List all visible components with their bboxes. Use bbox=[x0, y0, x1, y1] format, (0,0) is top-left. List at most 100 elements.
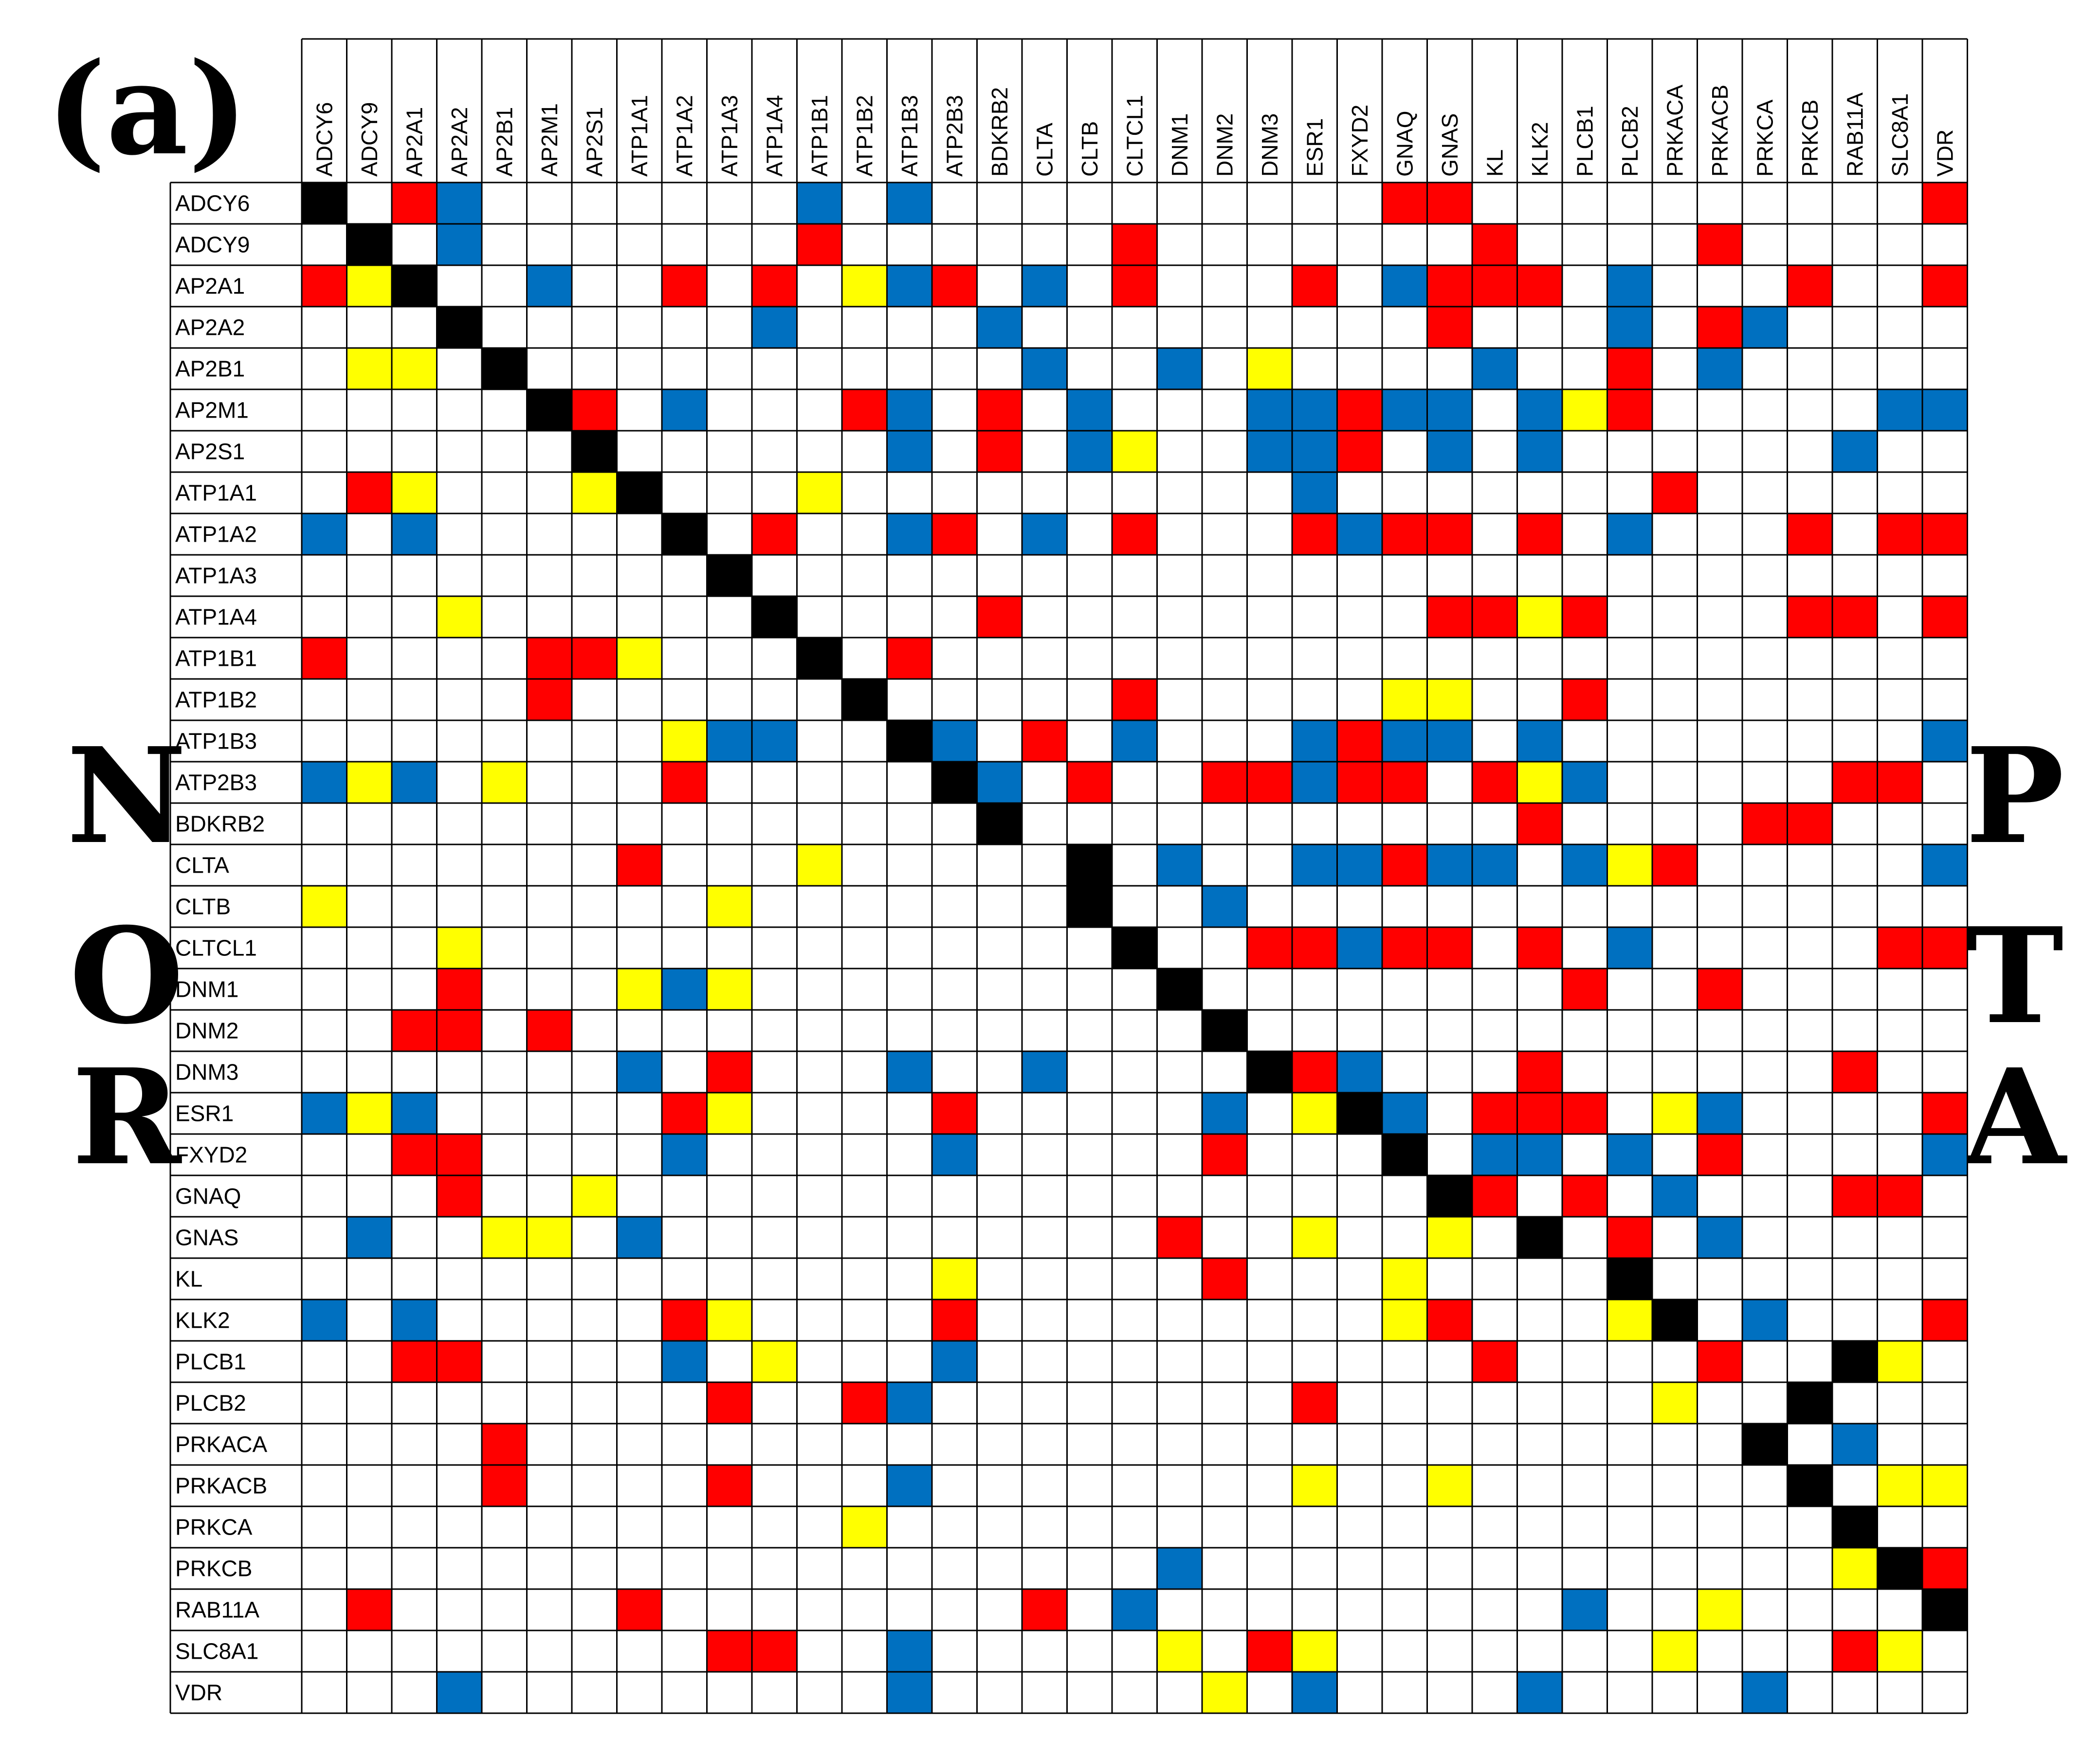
cell-CLTB-GNAS bbox=[1427, 886, 1472, 927]
cell-ADCY9-ADCY9 bbox=[347, 224, 392, 265]
cell-ATP2B3-GNAQ bbox=[1382, 762, 1427, 803]
row-label-ATP1B2: ATP1B2 bbox=[175, 687, 257, 713]
cell-PRKCB-PRKACB bbox=[1697, 1548, 1742, 1589]
cell-ATP1B1-ATP2B3 bbox=[932, 638, 977, 679]
cell-AP2B1-FXYD2 bbox=[1337, 348, 1382, 389]
cell-CLTB-DNM2 bbox=[1202, 886, 1247, 927]
cell-ATP1B1-DNM2 bbox=[1202, 638, 1247, 679]
cell-VDR-CLTA bbox=[1022, 1672, 1067, 1713]
cell-FXYD2-ADCY6 bbox=[302, 1134, 347, 1175]
cell-ATP1B3-ATP1B3 bbox=[887, 720, 932, 762]
cell-DNM3-ATP1A4 bbox=[752, 1051, 797, 1093]
cell-ATP1A3-ATP1A2 bbox=[662, 555, 707, 596]
cell-GNAQ-CLTA bbox=[1022, 1175, 1067, 1217]
cell-DNM1-PLCB2 bbox=[1607, 969, 1652, 1010]
cell-ESR1-ATP1B1 bbox=[797, 1093, 842, 1134]
cell-ADCY9-ATP1B2 bbox=[842, 224, 887, 265]
cell-GNAQ-DNM1 bbox=[1157, 1175, 1202, 1217]
cell-GNAS-BDKRB2 bbox=[977, 1217, 1022, 1258]
cell-PRKCB-GNAS bbox=[1427, 1548, 1472, 1589]
cell-PRKACB-PRKCA bbox=[1742, 1465, 1788, 1506]
col-label-AP2A2: AP2A2 bbox=[447, 107, 472, 177]
cell-PLCB1-PRKCB bbox=[1787, 1341, 1832, 1382]
cell-AP2A1-BDKRB2 bbox=[977, 265, 1022, 307]
cell-ADCY6-PRKCA bbox=[1742, 183, 1788, 224]
cell-PRKACA-ADCY9 bbox=[347, 1424, 392, 1465]
cell-ATP1B2-ATP1B2 bbox=[842, 679, 887, 720]
cell-VDR-RAB11A bbox=[1832, 1672, 1878, 1713]
cell-ATP1A4-ATP1A1 bbox=[617, 596, 662, 638]
cell-BDKRB2-ADCY6 bbox=[302, 803, 347, 844]
cell-AP2B1-CLTB bbox=[1067, 348, 1112, 389]
cell-PRKACA-PLCB2 bbox=[1607, 1424, 1652, 1465]
cell-ATP1A4-KLK2 bbox=[1517, 596, 1562, 638]
cell-KL-DNM1 bbox=[1157, 1258, 1202, 1300]
row-label-BDKRB2: BDKRB2 bbox=[175, 811, 265, 837]
cell-CLTA-GNAQ bbox=[1382, 844, 1427, 886]
cell-ATP1A3-ATP2B3 bbox=[932, 555, 977, 596]
cell-ATP1A3-ATP1B3 bbox=[887, 555, 932, 596]
cell-KLK2-PLCB2 bbox=[1607, 1300, 1652, 1341]
cell-ATP1B3-RAB11A bbox=[1832, 720, 1878, 762]
cell-GNAS-ATP1A4 bbox=[752, 1217, 797, 1258]
cell-AP2S1-RAB11A bbox=[1832, 431, 1878, 472]
cell-PRKACB-FXYD2 bbox=[1337, 1465, 1382, 1506]
cell-PRKCB-PRKACA bbox=[1652, 1548, 1698, 1589]
cell-GNAQ-PRKCB bbox=[1787, 1175, 1832, 1217]
cell-ATP2B3-ATP1B1 bbox=[797, 762, 842, 803]
col-label-AP2A1: AP2A1 bbox=[402, 107, 427, 177]
cell-DNM2-ADCY6 bbox=[302, 1010, 347, 1051]
cell-SLC8A1-DNM3 bbox=[1247, 1630, 1292, 1672]
cell-ATP1A4-FXYD2 bbox=[1337, 596, 1382, 638]
cell-CLTCL1-ATP1B2 bbox=[842, 927, 887, 969]
cell-DNM2-ESR1 bbox=[1292, 1010, 1337, 1051]
cell-ESR1-ADCY6 bbox=[302, 1093, 347, 1134]
cell-PLCB1-ATP1B2 bbox=[842, 1341, 887, 1382]
cell-PRKACB-ATP1B3 bbox=[887, 1465, 932, 1506]
cell-ADCY6-PLCB2 bbox=[1607, 183, 1652, 224]
cell-BDKRB2-AP2M1 bbox=[527, 803, 572, 844]
cell-ATP2B3-CLTB bbox=[1067, 762, 1112, 803]
cell-AP2A1-AP2M1 bbox=[527, 265, 572, 307]
cell-SLC8A1-PRKACB bbox=[1697, 1630, 1742, 1672]
cell-AP2M1-AP2S1 bbox=[572, 389, 617, 431]
cell-CLTB-AP2A2 bbox=[437, 886, 482, 927]
cell-CLTCL1-PLCB1 bbox=[1562, 927, 1607, 969]
cell-BDKRB2-AP2A1 bbox=[392, 803, 437, 844]
cell-BDKRB2-CLTCL1 bbox=[1112, 803, 1157, 844]
cell-ADCY9-DNM1 bbox=[1157, 224, 1202, 265]
cell-PRKACB-KLK2 bbox=[1517, 1465, 1562, 1506]
cell-ATP2B3-AP2A1 bbox=[392, 762, 437, 803]
cell-ATP1B3-PRKACA bbox=[1652, 720, 1698, 762]
cell-CLTB-RAB11A bbox=[1832, 886, 1878, 927]
cell-ATP1A1-AP2A2 bbox=[437, 472, 482, 513]
cell-KL-GNAS bbox=[1427, 1258, 1472, 1300]
col-label-PRKACA: PRKACA bbox=[1662, 85, 1687, 177]
cell-ADCY6-AP2S1 bbox=[572, 183, 617, 224]
cell-ATP1A2-KLK2 bbox=[1517, 513, 1562, 555]
cell-DNM1-ADCY9 bbox=[347, 969, 392, 1010]
cell-KLK2-PRKCB bbox=[1787, 1300, 1832, 1341]
cell-SLC8A1-ATP1A1 bbox=[617, 1630, 662, 1672]
cell-ATP2B3-PLCB2 bbox=[1607, 762, 1652, 803]
cell-PLCB1-ATP1B1 bbox=[797, 1341, 842, 1382]
cell-AP2A1-GNAQ bbox=[1382, 265, 1427, 307]
cell-ATP1A1-AP2A1 bbox=[392, 472, 437, 513]
cell-ATP1B3-PLCB2 bbox=[1607, 720, 1652, 762]
col-label-DNM1: DNM1 bbox=[1167, 113, 1192, 177]
cell-AP2A1-KL bbox=[1472, 265, 1517, 307]
cell-DNM2-KL bbox=[1472, 1010, 1517, 1051]
cell-ADCY9-PLCB2 bbox=[1607, 224, 1652, 265]
cell-AP2M1-ESR1 bbox=[1292, 389, 1337, 431]
cell-PRKACA-BDKRB2 bbox=[977, 1424, 1022, 1465]
row-label-ATP1A4: ATP1A4 bbox=[175, 604, 257, 630]
row-label-SLC8A1: SLC8A1 bbox=[175, 1639, 258, 1664]
cell-SLC8A1-AP2B1 bbox=[482, 1630, 527, 1672]
cell-GNAQ-PLCB2 bbox=[1607, 1175, 1652, 1217]
cell-DNM2-KLK2 bbox=[1517, 1010, 1562, 1051]
cell-DNM2-AP2M1 bbox=[527, 1010, 572, 1051]
cell-ATP2B3-RAB11A bbox=[1832, 762, 1878, 803]
cell-KL-AP2B1 bbox=[482, 1258, 527, 1300]
cell-BDKRB2-ATP1A1 bbox=[617, 803, 662, 844]
cell-PRKCA-CLTCL1 bbox=[1112, 1506, 1157, 1548]
